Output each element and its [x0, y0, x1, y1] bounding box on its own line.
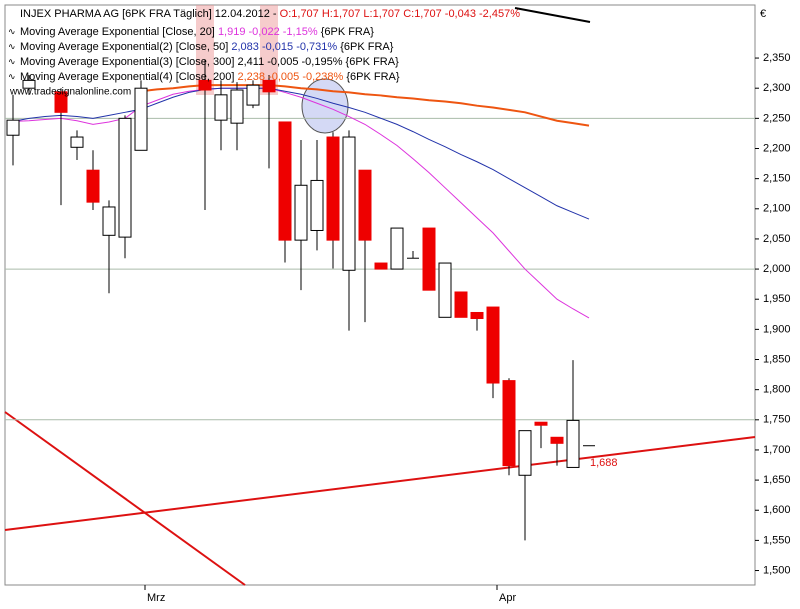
trend-line [4, 436, 756, 531]
candle-body [454, 291, 468, 318]
ma-line [12, 87, 590, 319]
candle-body [550, 436, 564, 444]
candle-body [342, 136, 356, 271]
legend-suffix: {6PK FRA} [321, 26, 375, 38]
y-tick-label: 2,150 [763, 173, 791, 185]
highlight [196, 5, 214, 95]
candle-body [358, 169, 372, 241]
candle-body [214, 94, 228, 121]
trend-line [514, 7, 591, 23]
y-tick-label: 1,550 [763, 534, 791, 546]
candle-body [54, 91, 68, 113]
legend-value: 2,083 -0,015 -0,731% [231, 41, 337, 53]
candle-body [438, 262, 452, 318]
candle-body [326, 136, 340, 241]
candle-body [294, 184, 308, 241]
legend-entry: Moving Average Exponential [Close, 20] 1… [20, 26, 374, 38]
candle-body [6, 119, 20, 136]
legend-icon: ∿ [8, 56, 16, 66]
legend-value: 2,411 -0,005 -0,195% [238, 56, 343, 68]
y-tick-label: 1,650 [763, 474, 791, 486]
y-tick-label: 1,750 [763, 414, 791, 426]
y-tick-label: 1,600 [763, 504, 791, 516]
candle-body [134, 87, 148, 151]
legend: INJEX PHARMA AG [6PK FRA Täglich] 12.04.… [8, 8, 520, 83]
trend-line [4, 411, 246, 586]
y-tick-label: 2,300 [763, 82, 791, 94]
candle-body [486, 306, 500, 384]
title-text: INJEX PHARMA AG [6PK FRA Täglich] 12.04.… [20, 8, 277, 20]
x-tick-label: Apr [499, 592, 516, 604]
ma-line [12, 87, 590, 220]
y-tick-label: 2,250 [763, 112, 791, 124]
plot [5, 59, 755, 541]
candle-body [118, 117, 132, 238]
candle-body [310, 179, 324, 231]
candle-body [22, 79, 36, 89]
y-tick-label: 2,000 [763, 263, 791, 275]
candle-body [230, 89, 244, 124]
candle-body [518, 430, 532, 476]
candle-body [374, 262, 388, 270]
y-tick-label: 1,700 [763, 444, 791, 456]
legend-name: Moving Average Exponential(3) [Close, 30… [20, 56, 234, 68]
title: INJEX PHARMA AG [6PK FRA Täglich] 12.04.… [20, 8, 520, 20]
legend-suffix: {6PK FRA} [346, 56, 400, 68]
legend-entry: Moving Average Exponential(2) [Close, 50… [20, 41, 394, 53]
y-tick-label: 1,500 [763, 564, 791, 576]
legend-suffix: {6PK FRA} [340, 41, 394, 53]
candle-body [502, 380, 516, 467]
y-tick-label: 2,200 [763, 142, 791, 154]
candle-body [534, 421, 548, 426]
y-tick-label: 2,350 [763, 52, 791, 64]
legend-name: Moving Average Exponential(2) [Close, 50… [20, 41, 228, 53]
candle-body [246, 84, 260, 106]
candle-body [86, 169, 100, 203]
y-tick-label: 2,050 [763, 233, 791, 245]
legend-icon: ∿ [8, 41, 16, 51]
y-tick-label: 1,950 [763, 293, 791, 305]
candle-body [470, 311, 484, 320]
legend-value: 1,919 -0,022 -1,15% [218, 26, 318, 38]
legend-name: Moving Average Exponential(4) [Close, 20… [20, 71, 234, 83]
candle-body [422, 227, 436, 291]
candle-body [70, 136, 84, 148]
unit: € [760, 8, 766, 20]
legend-name: Moving Average Exponential [Close, 20] [20, 26, 215, 38]
legend-entry: Moving Average Exponential(4) [Close, 20… [20, 71, 400, 83]
x-tick-label: Mrz [147, 592, 165, 604]
candle-body [390, 227, 404, 270]
watermark: www.tradesignalonline.com [9, 87, 131, 98]
candle-body [566, 419, 580, 468]
plot-frame [4, 4, 756, 586]
candle-body [102, 206, 116, 236]
legend-entry: Moving Average Exponential(3) [Close, 30… [20, 56, 399, 68]
ma-line [140, 84, 590, 127]
last-label: 1,688 [590, 457, 618, 469]
candle-body [262, 79, 276, 93]
legend-value: 2,238 -0,005 -0,238% [238, 71, 344, 83]
y-tick-label: 1,900 [763, 323, 791, 335]
y-tick-label: 1,850 [763, 353, 791, 365]
candle-body [278, 121, 292, 241]
y-tick-label: 1,800 [763, 384, 791, 396]
legend-icon: ∿ [8, 71, 16, 81]
title-values: O:1,707 H:1,707 L:1,707 C:1,707 -0,043 -… [280, 8, 521, 20]
candle-body [198, 79, 212, 91]
legend-icon: ∿ [8, 26, 16, 36]
highlight [260, 5, 278, 95]
legend-suffix: {6PK FRA} [346, 71, 400, 83]
y-tick-label: 2,100 [763, 203, 791, 215]
